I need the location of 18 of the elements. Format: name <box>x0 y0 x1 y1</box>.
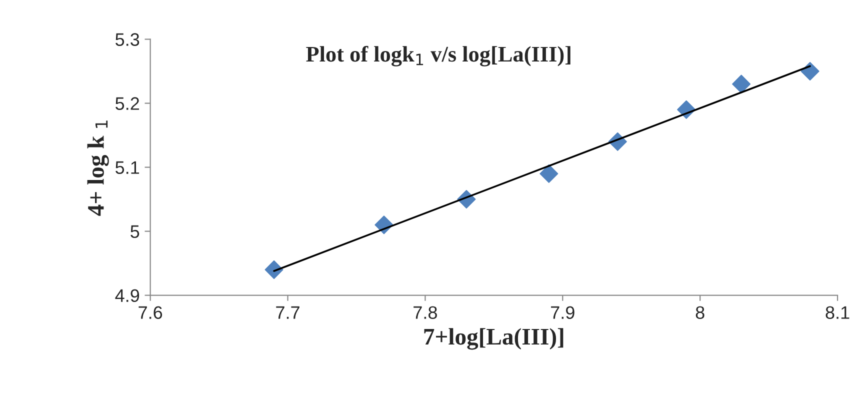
x-tick-label: 8.1 <box>826 306 850 319</box>
y-tick-label: 5.2 <box>116 97 140 110</box>
point <box>732 74 751 94</box>
point <box>264 260 284 279</box>
x-tick-label: 8 <box>696 306 704 319</box>
y-tick-label: 5.1 <box>116 161 140 174</box>
x-tick-label: 7.8 <box>414 306 437 319</box>
x-tick-label: 7.7 <box>276 306 300 319</box>
y-tick-label: 5 <box>130 225 140 238</box>
x-axis-title: 7+log[La(III)] <box>424 328 564 350</box>
y-tick-label: 4.9 <box>115 289 140 302</box>
x-tick-label: 7.9 <box>551 306 574 319</box>
y-tick-label: 5.3 <box>116 33 140 46</box>
point <box>540 164 558 183</box>
chart-title: Plot of logk$_{1}$ v/s log[La(III)] <box>306 46 570 66</box>
y-axis-title: 4+ log k $_{1}$ <box>87 120 109 216</box>
x-tick-label: 7.6 <box>138 306 162 319</box>
point <box>800 62 820 81</box>
